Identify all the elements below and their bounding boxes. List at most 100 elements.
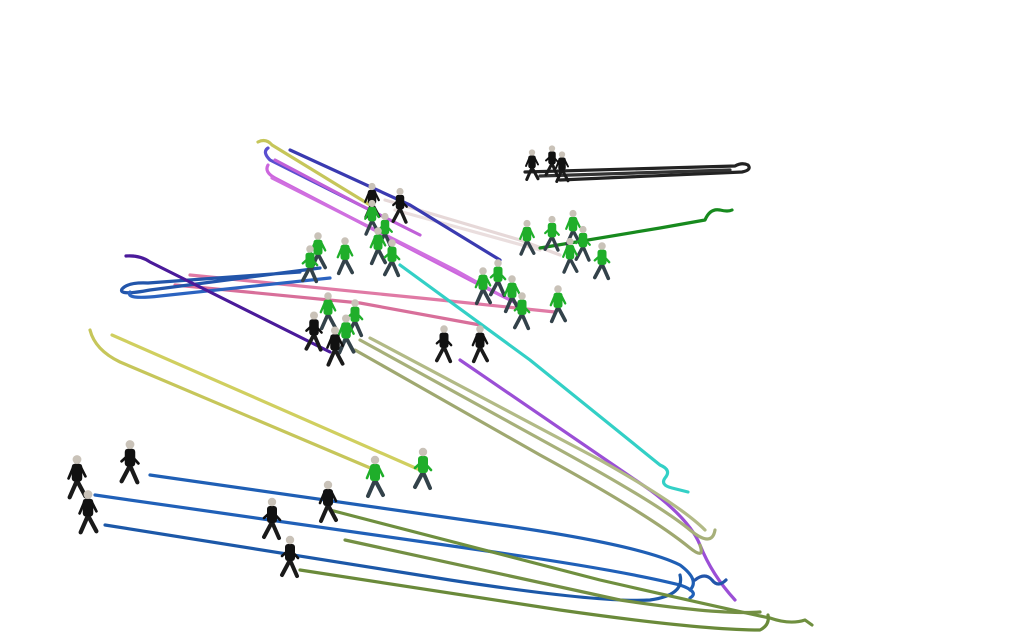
agent-torso bbox=[528, 155, 536, 169]
agent-legs bbox=[319, 503, 338, 523]
agent-head bbox=[518, 292, 526, 300]
agent-legs bbox=[119, 463, 140, 485]
agent-legs bbox=[592, 262, 611, 281]
agent-torso bbox=[558, 157, 566, 171]
agent-torso bbox=[418, 456, 428, 473]
trajectory-magenta-3 bbox=[273, 158, 422, 237]
agent-legs bbox=[304, 332, 323, 352]
agent-torso bbox=[124, 448, 136, 467]
agent-walker bbox=[543, 215, 560, 252]
agent-torso bbox=[395, 194, 405, 210]
agent-legs bbox=[319, 312, 338, 331]
agent-head bbox=[125, 440, 135, 449]
agent-walker bbox=[262, 497, 282, 540]
agent-head bbox=[351, 299, 359, 307]
agent-head bbox=[440, 325, 448, 333]
agent-head bbox=[523, 219, 531, 228]
agent-legs bbox=[471, 345, 490, 364]
agent-legs bbox=[262, 520, 281, 540]
agent-head bbox=[314, 232, 322, 240]
agent-head bbox=[83, 490, 93, 499]
agent-torso bbox=[267, 506, 277, 523]
agent-head bbox=[306, 245, 314, 253]
agent-legs bbox=[280, 558, 299, 578]
agent-walker bbox=[67, 455, 88, 500]
trajectory-blue-long-1 bbox=[148, 473, 695, 592]
agent-legs bbox=[574, 244, 591, 262]
agent-legs bbox=[474, 287, 493, 306]
agent-torso bbox=[367, 206, 377, 222]
agent-torso bbox=[597, 249, 607, 265]
trajectory-dark-1 bbox=[523, 162, 751, 182]
agent-torso bbox=[370, 464, 380, 481]
agent-legs bbox=[525, 166, 540, 181]
agent-head bbox=[374, 227, 382, 235]
agent-legs bbox=[519, 238, 536, 256]
agent-walker bbox=[574, 225, 591, 262]
agent-walker bbox=[544, 145, 559, 177]
trajectory-green-long-3 bbox=[343, 538, 762, 615]
agent-walker bbox=[304, 311, 323, 352]
agent-head bbox=[285, 535, 295, 545]
agent-torso bbox=[330, 334, 340, 351]
agent-head bbox=[324, 292, 332, 300]
agent-head bbox=[579, 225, 587, 234]
agent-walker bbox=[336, 237, 355, 276]
agent-legs bbox=[488, 279, 507, 298]
agent-torso bbox=[439, 332, 449, 348]
agent-torso bbox=[553, 292, 563, 308]
trajectory-yellow-2 bbox=[110, 333, 422, 472]
trajectory-green-long-1 bbox=[328, 508, 814, 627]
agent-walker bbox=[300, 245, 319, 284]
agent-legs bbox=[555, 168, 570, 183]
agent-walker bbox=[512, 292, 531, 331]
agent-legs bbox=[544, 162, 559, 177]
agent-head bbox=[528, 149, 536, 156]
trajectory-indigo-2 bbox=[263, 146, 382, 217]
trajectory-faint-2 bbox=[393, 208, 542, 252]
agent-walker bbox=[562, 237, 579, 274]
agent-head bbox=[418, 447, 428, 457]
agent-head bbox=[479, 267, 487, 275]
agent-walker bbox=[488, 259, 507, 298]
agent-head bbox=[368, 199, 376, 208]
agent-head bbox=[548, 215, 556, 224]
agent-walker bbox=[471, 325, 490, 364]
agent-legs bbox=[413, 470, 432, 490]
agent-head bbox=[310, 311, 318, 320]
trajectory-purple-long bbox=[458, 358, 737, 602]
agent-walker bbox=[365, 455, 385, 498]
agent-torso bbox=[387, 246, 397, 262]
agent-legs bbox=[300, 265, 319, 284]
agent-head bbox=[558, 151, 566, 158]
agent-walker bbox=[555, 151, 570, 183]
agent-head bbox=[494, 259, 502, 267]
agent-walker bbox=[369, 227, 388, 266]
agent-torso bbox=[547, 222, 557, 238]
agent-legs bbox=[434, 345, 453, 364]
agent-torso bbox=[323, 299, 333, 315]
agent-walker bbox=[525, 149, 540, 181]
agent-head bbox=[341, 237, 349, 245]
agent-torso bbox=[341, 322, 351, 339]
agent-head bbox=[331, 326, 339, 335]
trajectory-indigo-1 bbox=[288, 148, 502, 262]
agent-head bbox=[368, 182, 376, 191]
agent-head bbox=[72, 455, 82, 464]
trajectory-blue-long-2 bbox=[93, 493, 695, 600]
trajectory-khaki-1 bbox=[358, 338, 717, 541]
agent-walker bbox=[592, 242, 611, 281]
agent-head bbox=[370, 455, 380, 465]
agent-torso bbox=[478, 274, 488, 290]
agent-torso bbox=[380, 219, 390, 235]
trajectory-olive-top bbox=[256, 138, 372, 207]
agent-head bbox=[323, 480, 333, 490]
trajectory-cyan bbox=[398, 263, 690, 494]
agent-torso bbox=[82, 498, 94, 517]
agent-torso bbox=[507, 282, 517, 298]
trajectory-lines bbox=[88, 138, 814, 632]
agent-torso bbox=[475, 332, 485, 348]
agents bbox=[67, 145, 611, 578]
agent-torso bbox=[517, 299, 527, 315]
